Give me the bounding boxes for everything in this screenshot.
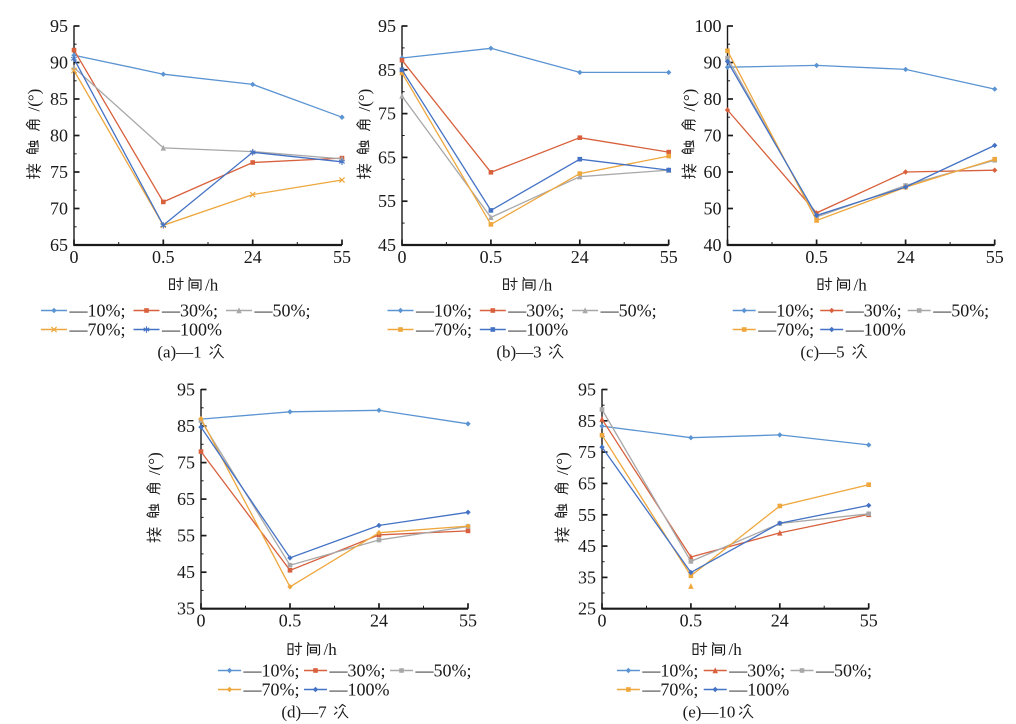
svg-text:100: 100: [695, 16, 722, 36]
svg-text:/(°): /(°): [25, 89, 44, 112]
svg-text:—70%;: —70%;: [243, 680, 300, 700]
svg-text:80: 80: [704, 89, 722, 109]
svg-text:65: 65: [50, 235, 68, 255]
svg-text:45: 45: [378, 235, 396, 255]
svg-text:85: 85: [578, 411, 596, 431]
svg-text:—70%;: —70%;: [641, 680, 698, 700]
svg-text:95: 95: [50, 16, 68, 36]
svg-text:/h: /h: [205, 275, 219, 294]
svg-text:45: 45: [177, 562, 195, 582]
svg-text:24: 24: [897, 247, 915, 267]
svg-text:—50%;: —50%;: [932, 301, 989, 321]
svg-text:—100%: —100%: [728, 680, 789, 700]
svg-text:—10%;: —10%;: [757, 301, 814, 321]
svg-text:—100%: —100%: [161, 320, 222, 340]
svg-text:85: 85: [177, 416, 195, 436]
svg-text:55: 55: [177, 526, 195, 546]
svg-text:—10%;: —10%;: [641, 661, 698, 681]
svg-text:0.5: 0.5: [680, 611, 703, 631]
svg-text:0: 0: [197, 611, 206, 631]
svg-text:24: 24: [370, 611, 388, 631]
svg-text:(b)—3: (b)—3: [496, 343, 541, 362]
svg-text:—50%;: —50%;: [415, 661, 472, 681]
svg-text:(e)—10: (e)—10: [683, 703, 736, 722]
svg-text:70: 70: [50, 199, 68, 219]
svg-text:95: 95: [177, 380, 195, 400]
svg-text:—70%;: —70%;: [69, 320, 126, 340]
svg-text:—100%: —100%: [329, 680, 390, 700]
svg-text:/h: /h: [539, 275, 553, 294]
svg-text:0.5: 0.5: [152, 247, 175, 267]
svg-text:—50%;: —50%;: [815, 661, 872, 681]
svg-text:65: 65: [578, 473, 596, 493]
svg-text:55: 55: [860, 611, 878, 631]
svg-text:0: 0: [398, 247, 407, 267]
svg-text:25: 25: [578, 599, 596, 619]
svg-text:0.5: 0.5: [480, 247, 503, 267]
svg-text:0: 0: [598, 611, 607, 631]
svg-text:35: 35: [578, 567, 596, 587]
svg-text:65: 65: [177, 489, 195, 509]
svg-text:90: 90: [704, 53, 722, 73]
svg-text:/(°): /(°): [553, 452, 572, 475]
svg-text:75: 75: [177, 453, 195, 473]
svg-text:55: 55: [333, 247, 351, 267]
svg-text:0.5: 0.5: [279, 611, 302, 631]
svg-text:75: 75: [50, 162, 68, 182]
svg-text:0: 0: [70, 247, 79, 267]
svg-text:—30%;: —30%;: [329, 661, 386, 681]
svg-text:/(°): /(°): [145, 452, 164, 475]
svg-text:—30%;: —30%;: [728, 661, 785, 681]
svg-text:(d)—7: (d)—7: [281, 703, 327, 722]
svg-text:24: 24: [771, 611, 789, 631]
svg-text:—10%;: —10%;: [69, 301, 126, 321]
svg-text:—10%;: —10%;: [243, 661, 300, 681]
svg-text:90: 90: [50, 53, 68, 73]
svg-text:0.5: 0.5: [805, 247, 828, 267]
svg-text:/(°): /(°): [355, 89, 374, 112]
svg-text:85: 85: [50, 89, 68, 109]
svg-text:—70%;: —70%;: [415, 320, 472, 340]
svg-text:—100%: —100%: [507, 320, 568, 340]
svg-text:45: 45: [578, 536, 596, 556]
svg-text:50: 50: [704, 199, 722, 219]
svg-text:95: 95: [378, 16, 396, 36]
svg-text:85: 85: [378, 60, 396, 80]
svg-text:55: 55: [378, 191, 396, 211]
svg-text:75: 75: [378, 104, 396, 124]
svg-text:65: 65: [378, 147, 396, 167]
svg-text:95: 95: [578, 380, 596, 400]
svg-text:0: 0: [723, 247, 732, 267]
svg-text:35: 35: [177, 599, 195, 619]
svg-text:55: 55: [578, 505, 596, 525]
svg-text:/h: /h: [854, 275, 868, 294]
svg-text:40: 40: [704, 235, 722, 255]
svg-text:—70%;: —70%;: [757, 320, 814, 340]
svg-text:60: 60: [704, 162, 722, 182]
svg-text:—30%;: —30%;: [507, 301, 564, 321]
svg-text:24: 24: [571, 247, 589, 267]
svg-text:55: 55: [660, 247, 678, 267]
svg-text:—10%;: —10%;: [415, 301, 472, 321]
svg-text:(c)—5: (c)—5: [800, 343, 844, 362]
svg-text:80: 80: [50, 126, 68, 146]
svg-text:—30%;: —30%;: [845, 301, 902, 321]
svg-text:/h: /h: [324, 640, 338, 659]
svg-text:24: 24: [244, 247, 262, 267]
svg-text:/(°): /(°): [680, 89, 699, 112]
svg-text:55: 55: [986, 247, 1004, 267]
svg-text:55: 55: [459, 611, 477, 631]
svg-text:70: 70: [704, 126, 722, 146]
svg-text:—50%;: —50%;: [254, 301, 311, 321]
svg-text:(a)—1: (a)—1: [157, 343, 201, 362]
svg-text:—100%: —100%: [845, 320, 906, 340]
svg-text:—30%;: —30%;: [161, 301, 218, 321]
svg-text:—50%;: —50%;: [600, 301, 657, 321]
svg-text:75: 75: [578, 442, 596, 462]
svg-text:/h: /h: [729, 640, 743, 659]
